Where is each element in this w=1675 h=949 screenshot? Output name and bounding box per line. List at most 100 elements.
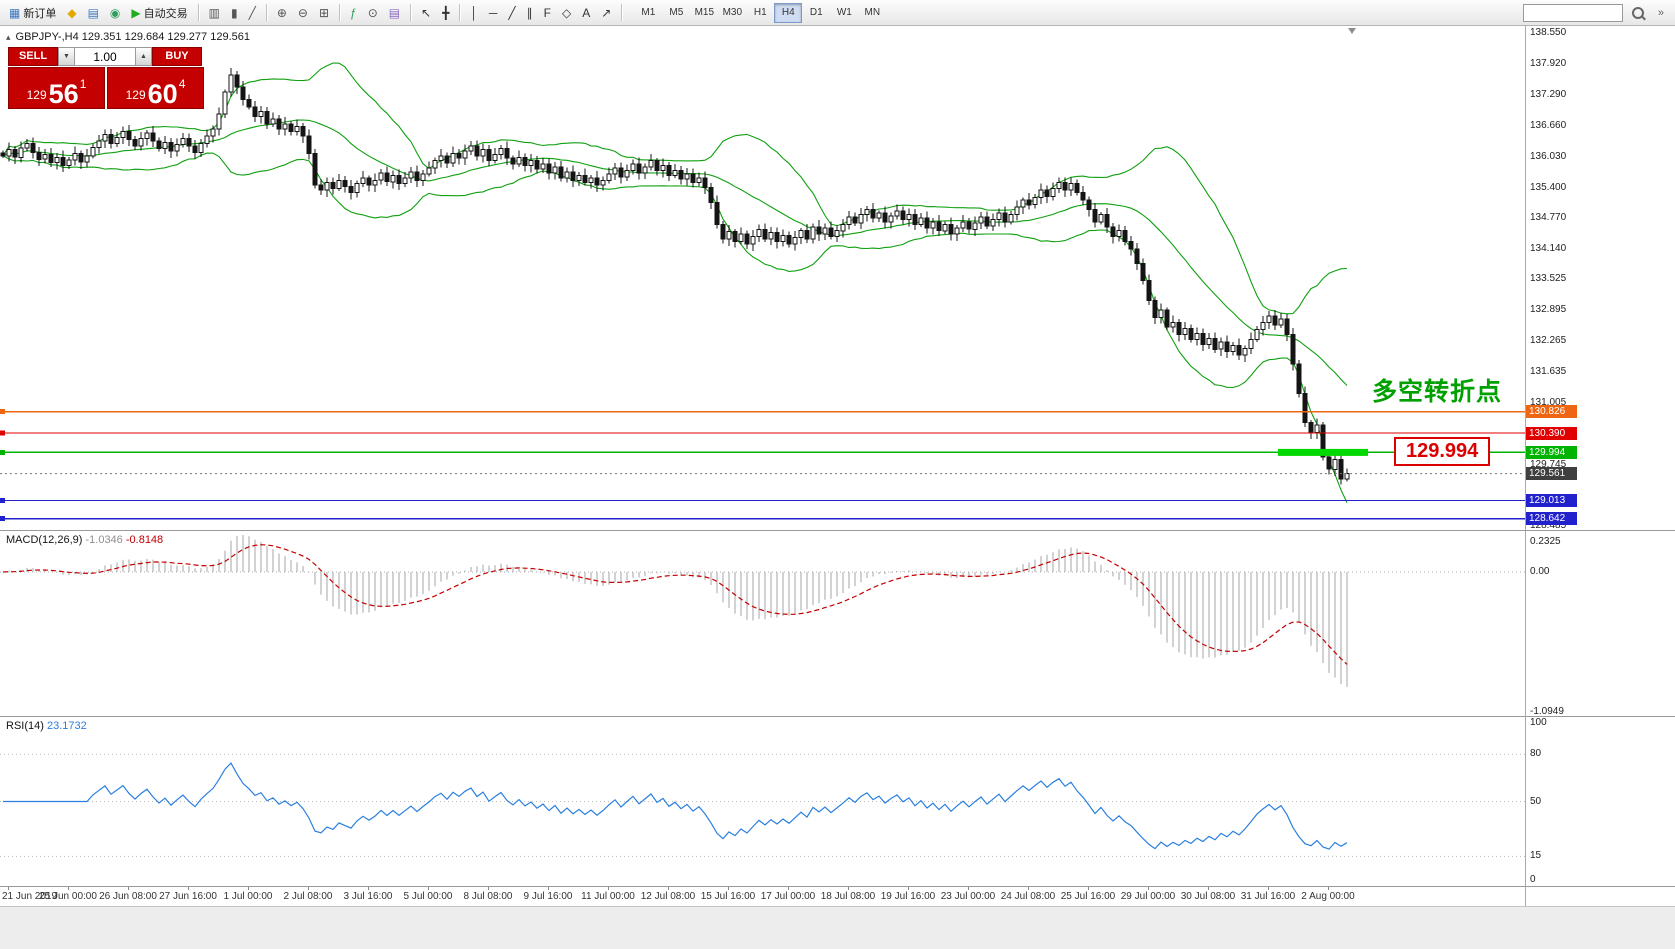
timeframe-h1-button[interactable]: H1 <box>753 6 767 18</box>
search-input[interactable] <box>1522 3 1623 22</box>
bar-chart-button[interactable]: ▥ <box>204 2 225 24</box>
price-axis-label: 131.635 <box>1530 366 1567 377</box>
buy-price-figure: 129 <box>125 88 146 102</box>
zoom-out-button[interactable]: ⊖ <box>293 2 313 24</box>
tile-windows-button[interactable]: ⊞ <box>314 2 334 24</box>
arrow-tools-button[interactable]: ↗ <box>596 2 616 24</box>
time-axis-label: 25 Jun 00:00 <box>39 891 97 902</box>
one-click-toggle-icon[interactable]: ▴ <box>6 31 11 42</box>
horizontal-line-button[interactable]: ─ <box>484 2 503 24</box>
level-price-badge: 130.390 <box>1526 427 1577 440</box>
fibonacci-icon: F <box>543 5 551 20</box>
candlestick-chart-button[interactable]: ▮ <box>226 2 243 24</box>
trade-controls-row: SELL ▼ ▲ BUY <box>8 47 204 66</box>
crosshair-button[interactable]: ╋ <box>437 2 454 24</box>
sell-price-pips: 56 <box>48 78 79 109</box>
price-callout[interactable]: 129.994 <box>1394 437 1491 466</box>
panel-splitter-1[interactable] <box>0 530 1675 531</box>
text-button[interactable]: A <box>577 2 595 24</box>
new-order-button[interactable]: ▦ 新订单 <box>4 2 61 24</box>
price-axis-label: 134.140 <box>1530 243 1567 254</box>
shapes-button[interactable]: ◇ <box>557 2 576 24</box>
price-chart-plot[interactable] <box>0 26 1525 530</box>
overflow-chevron-icon: » <box>1657 6 1664 19</box>
indicators-button[interactable]: ƒ <box>345 2 362 24</box>
time-axis-label: 17 Jul 00:00 <box>760 891 816 902</box>
macd-histogram <box>8 535 1348 687</box>
autotrading-button-label: 自动交易 <box>143 7 188 20</box>
timeframe-m30-button[interactable]: M30 <box>722 6 743 18</box>
time-axis-tick <box>1268 887 1269 890</box>
price-axis[interactable]: 138.550 137.920 137.290 136.660 136.030 135.4… <box>1525 26 1675 531</box>
price-axis-label: 137.920 <box>1530 58 1567 69</box>
level-price-badge: 130.826 <box>1526 405 1577 418</box>
navigator-button[interactable]: ◉ <box>105 2 125 24</box>
buy-button[interactable]: BUY <box>152 47 202 66</box>
fibonacci-button[interactable]: F <box>539 2 556 24</box>
time-axis-label: 2 Jul 08:00 <box>283 891 333 902</box>
time-axis-label: 2 Aug 00:00 <box>1301 891 1355 902</box>
time-axis-tick <box>428 887 429 890</box>
cursor-button[interactable]: ↖ <box>416 2 436 24</box>
buy-price-button[interactable]: 129 60 4 <box>107 67 204 109</box>
terminal-icon: ▤ <box>87 5 99 20</box>
volume-increase-button[interactable]: ▲ <box>135 47 152 66</box>
macd-axis[interactable]: 0.2325 0.00 -1.0949 <box>1525 531 1675 717</box>
timeframe-mn-button[interactable]: MN <box>864 6 881 18</box>
timeframe-m5-button[interactable]: M5 <box>669 6 684 18</box>
search-button[interactable] <box>1627 2 1649 24</box>
toolbar-overflow-button[interactable]: » <box>1653 2 1669 24</box>
time-axis-label: 27 Jun 16:00 <box>159 891 217 902</box>
toolbar-items: ▦ 新订单 ◆ ▤ ◉ ▶ 自动交易 ▥ ▮ ╱ ⊕ ⊖ ⊞ ƒ ⊙ ▤ ↖ ╋ │ ─ ╱ ∥ F ◇ A ↗ <box>4 2 626 24</box>
rsi-plot[interactable] <box>0 717 1525 886</box>
search-icon <box>1631 6 1644 19</box>
time-axis[interactable]: 21 Jun 2019 25 Jun 00:00 26 Jun 08:00 27 Ju… <box>0 887 1525 906</box>
panel-splitter-3[interactable] <box>0 886 1675 887</box>
rsi-line <box>3 762 1348 850</box>
chart-shift-marker[interactable] <box>1348 28 1356 34</box>
templates-button[interactable]: ▤ <box>384 2 405 24</box>
time-axis-tick <box>188 887 189 890</box>
channel-button[interactable]: ∥ <box>522 2 538 24</box>
time-axis-tick <box>1028 887 1029 890</box>
navigator-icon: ◉ <box>109 5 121 20</box>
timeframe-w1-button[interactable]: W1 <box>836 6 852 18</box>
rsi-axis[interactable]: 100 80 50 15 0 <box>1525 717 1675 886</box>
timeframe-h4-button[interactable]: H4 <box>774 2 803 23</box>
rsi-caption: RSI(14) 23.1732 <box>6 720 87 732</box>
timeframe-m15-button[interactable]: M15 <box>694 6 715 18</box>
rsi-value: 23.1732 <box>46 720 87 732</box>
toolbar-separator <box>265 4 267 21</box>
timeframe-m1-button[interactable]: M1 <box>641 6 656 18</box>
new-order-button-label: 新订单 <box>23 7 57 20</box>
timeframe-d1-button[interactable]: D1 <box>809 6 823 18</box>
sell-price-button[interactable]: 129 56 1 <box>8 67 105 109</box>
volume-input[interactable] <box>75 47 135 66</box>
terminal-button[interactable]: ▤ <box>83 2 104 24</box>
metaeditor-button[interactable]: ◆ <box>62 2 81 24</box>
toolbar-right: » <box>1522 2 1671 24</box>
macd-signal-line <box>2 544 1348 665</box>
vertical-line-button[interactable]: │ <box>465 2 483 24</box>
time-axis-label: 9 Jul 16:00 <box>523 891 573 902</box>
ohlc-header-text: GBPJPY-,H4 129.351 129.684 129.277 129.5… <box>15 31 250 43</box>
time-axis-tick <box>1088 887 1089 890</box>
sell-price-pipette: 1 <box>79 77 87 91</box>
time-axis-tick <box>8 887 9 890</box>
panel-splitter-2[interactable] <box>0 716 1675 717</box>
periods-button[interactable]: ⊙ <box>363 2 383 24</box>
turning-point-annotation[interactable]: 多空转折点 <box>1372 378 1503 406</box>
volume-decrease-button[interactable]: ▼ <box>58 47 75 66</box>
macd-plot[interactable] <box>0 531 1525 716</box>
rsi-axis-label: 80 <box>1530 748 1542 759</box>
trendline-button[interactable]: ╱ <box>503 2 520 24</box>
highlight-segment[interactable] <box>1278 448 1368 456</box>
autotrading-button[interactable]: ▶ 自动交易 <box>126 2 192 24</box>
price-axis-label: 135.400 <box>1530 182 1567 193</box>
sell-button[interactable]: SELL <box>8 47 58 66</box>
shapes-icon: ◇ <box>562 5 572 20</box>
zoom-in-button[interactable]: ⊕ <box>272 2 292 24</box>
price-axis-label: 136.030 <box>1530 151 1567 162</box>
line-chart-button[interactable]: ╱ <box>244 2 261 24</box>
horizontal-line-objects[interactable] <box>0 409 1525 522</box>
